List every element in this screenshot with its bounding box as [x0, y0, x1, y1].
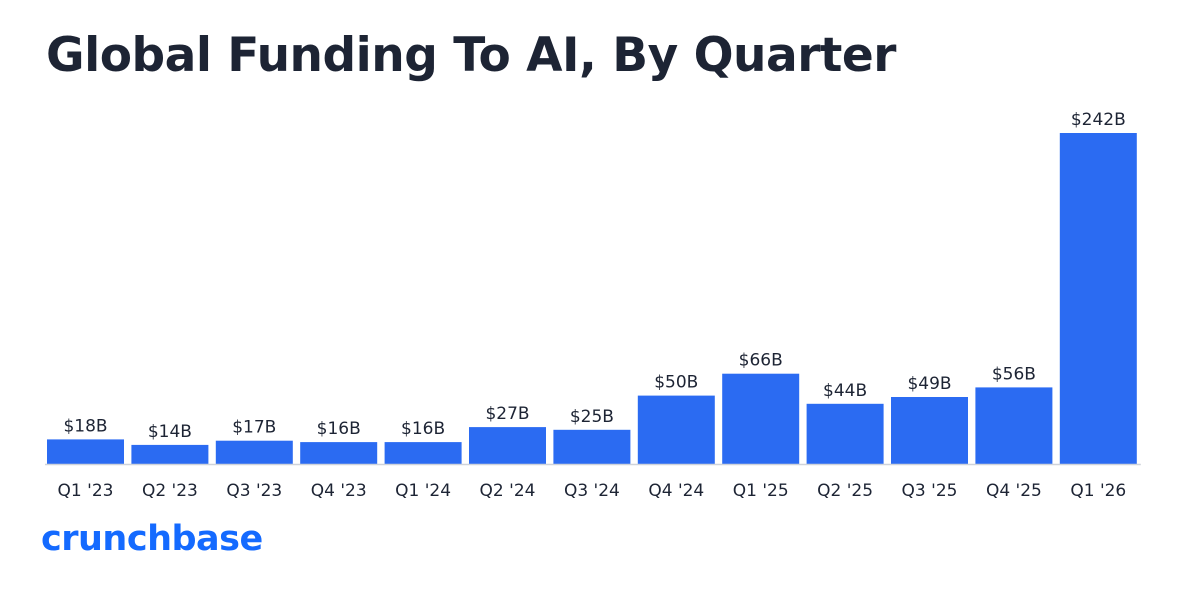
bar-11	[975, 387, 1053, 464]
x-tick-label: Q3 '23	[226, 481, 282, 501]
bar-9	[806, 403, 884, 464]
bar-value-label: $18B	[63, 416, 107, 436]
x-tick-label: Q1 '23	[58, 481, 114, 501]
x-tick-label: Q4 '25	[986, 481, 1042, 501]
x-tick-label: Q2 '23	[142, 481, 198, 501]
bar-value-label: $66B	[739, 351, 783, 371]
x-tick-label: Q2 '25	[817, 481, 873, 501]
bar-value-label: $49B	[907, 374, 951, 394]
crunchbase-logo: crunchbase	[41, 519, 263, 559]
bar-value-label: $17B	[232, 418, 276, 438]
bar-value-label: $25B	[570, 407, 614, 427]
bar-10	[891, 397, 968, 464]
x-tick-labels-group: Q1 '23 Q2 '23 Q3 '23 Q4 '23 Q1 '24 Q2 '24 Q3 '…	[58, 481, 1127, 501]
bar-0	[47, 439, 124, 464]
bar-5	[469, 427, 546, 464]
chart-title: Global Funding To AI, By Quarter	[46, 28, 896, 83]
x-tick-label: Q1 '25	[733, 481, 789, 501]
bar-6	[553, 429, 631, 464]
bar-value-label: $56B	[992, 364, 1036, 384]
x-tick-label: Q3 '25	[902, 481, 958, 501]
bar-value-label: $16B	[317, 419, 361, 439]
bar-value-label: $50B	[654, 373, 698, 393]
bar-1	[131, 444, 209, 464]
value-labels-group: $18B $14B $17B $16B $16B $27B $25B $50B $66B $44B…	[63, 110, 1125, 442]
x-tick-label: Q2 '24	[480, 481, 536, 501]
bar-value-label: $14B	[148, 422, 192, 442]
bar-value-label: $16B	[401, 419, 445, 439]
bar-value-label: $44B	[823, 381, 867, 401]
x-tick-label: Q3 '24	[564, 481, 620, 501]
bar-value-label: $27B	[485, 404, 529, 424]
x-tick-label: Q4 '23	[311, 481, 367, 501]
bars-group	[47, 133, 1137, 464]
bar-7	[637, 395, 715, 464]
bar-12	[1059, 133, 1137, 464]
x-tick-label: Q1 '24	[395, 481, 451, 501]
x-tick-label: Q1 '26	[1070, 481, 1126, 501]
bar-4	[384, 442, 462, 464]
bar-2	[215, 440, 293, 464]
bar-3	[300, 442, 378, 464]
bar-value-label: $242B	[1071, 110, 1126, 130]
bar-8	[722, 373, 800, 464]
x-tick-label: Q4 '24	[648, 481, 704, 501]
